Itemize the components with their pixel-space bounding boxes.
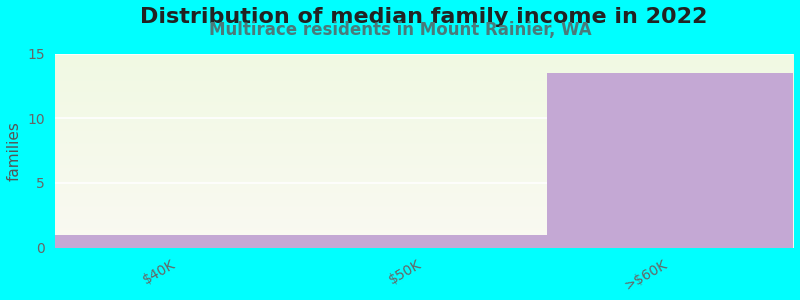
Bar [301, 235, 547, 248]
Bar [547, 73, 793, 248]
Y-axis label: families: families [7, 121, 22, 181]
Bar [55, 235, 301, 248]
Title: Distribution of median family income in 2022: Distribution of median family income in … [140, 7, 708, 27]
Text: Multirace residents in Mount Rainier, WA: Multirace residents in Mount Rainier, WA [209, 20, 591, 38]
